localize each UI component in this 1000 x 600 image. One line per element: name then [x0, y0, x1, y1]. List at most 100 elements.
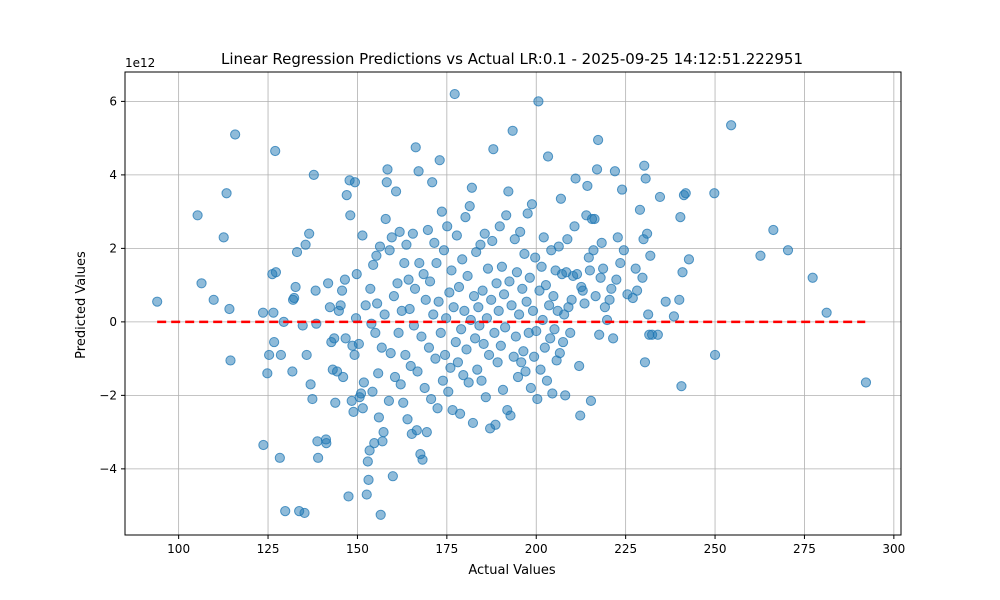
scatter-point — [218, 232, 229, 243]
scatter-point — [527, 305, 539, 316]
scatter-point — [367, 386, 378, 397]
scatter-point — [453, 281, 465, 293]
scatter-point — [376, 342, 387, 353]
scatter-point — [401, 239, 412, 250]
scatter-point — [488, 144, 499, 155]
scatter-point — [264, 349, 275, 361]
scatter-point — [439, 349, 451, 361]
scatter-point — [419, 382, 430, 394]
scatter-point — [304, 228, 315, 239]
scatter-point — [594, 329, 605, 340]
scatter-point — [611, 274, 622, 285]
scatter-point — [537, 314, 548, 326]
y-tick-label: −2 — [99, 388, 117, 402]
scatter-point — [460, 212, 471, 223]
scatter-point — [709, 188, 720, 199]
scatter-point — [269, 336, 280, 348]
scatter-point — [345, 210, 356, 221]
chart-title: Linear Regression Predictions vs Actual … — [221, 50, 803, 68]
x-tick-label: 275 — [793, 542, 816, 556]
scatter-point — [508, 351, 519, 362]
x-tick-label: 200 — [525, 542, 548, 556]
scatter-point — [518, 346, 529, 357]
scatter-point — [483, 349, 495, 361]
scatter-point — [566, 294, 577, 305]
scatter-point — [351, 269, 362, 280]
scatter-point — [388, 291, 400, 302]
scatter-point — [431, 257, 442, 269]
scatter-point — [270, 145, 281, 157]
scatter-point — [380, 213, 391, 225]
scatter-point — [588, 245, 599, 256]
scatter-point — [476, 375, 487, 386]
x-axis-label: Actual Values — [468, 563, 556, 578]
scatter-point — [357, 230, 368, 241]
scatter-point — [208, 294, 219, 305]
scatter-point — [257, 307, 269, 318]
scatter-point — [423, 342, 435, 353]
scatter-point — [422, 224, 433, 236]
scatter-point — [677, 267, 688, 278]
scatter-point — [369, 438, 380, 449]
scatter-point — [495, 340, 506, 351]
scatter-point — [312, 436, 323, 447]
scatter-point — [606, 283, 617, 294]
scatter-point — [465, 314, 476, 326]
scatter-point — [473, 302, 484, 313]
scatter-point — [373, 412, 384, 423]
x-tick-label: 150 — [346, 542, 369, 556]
scatter-point — [299, 507, 310, 519]
scatter-point — [755, 250, 766, 261]
scatter-point — [468, 291, 480, 302]
scatter-point — [630, 263, 641, 274]
grid-lines — [125, 72, 901, 535]
scatter-point — [654, 191, 666, 203]
scatter-point — [512, 371, 524, 383]
scatter-point — [645, 250, 656, 261]
scatter-point — [438, 245, 450, 256]
scatter-point — [221, 188, 232, 199]
scatter-point — [268, 307, 279, 318]
scatter-point — [462, 270, 473, 282]
scatter-point — [544, 300, 555, 311]
scatter-point — [490, 419, 501, 430]
scatter-point — [336, 285, 348, 296]
scatter-point — [449, 88, 460, 100]
scatter-point — [557, 336, 569, 348]
scatter-point — [270, 267, 282, 278]
scatter-point — [807, 272, 818, 283]
scatter-point — [522, 208, 533, 219]
scatter-point — [726, 120, 737, 131]
scatter-point — [362, 456, 373, 467]
scatter-point — [569, 221, 580, 232]
scatter-point — [652, 329, 663, 340]
scatter-point — [562, 234, 573, 245]
scatter-point — [445, 362, 456, 373]
scatter-point — [469, 333, 481, 344]
scatter-point — [616, 184, 628, 195]
scatter-point — [472, 364, 483, 375]
scatter-point — [494, 221, 505, 232]
scatter-point — [152, 296, 163, 307]
scatter-point — [421, 427, 432, 438]
scatter-point — [400, 349, 411, 361]
x-tick-label: 100 — [167, 542, 190, 556]
scatter-point — [505, 410, 516, 421]
scatter-point — [358, 377, 369, 388]
scatter-point — [414, 257, 425, 269]
scatter-point — [428, 309, 439, 320]
scatter-point — [642, 228, 653, 239]
scatter-point — [446, 265, 457, 276]
scatter-point — [341, 189, 352, 201]
scatter-point — [604, 294, 615, 305]
scatter-point — [389, 371, 401, 383]
scatter-point — [379, 309, 390, 320]
scatter-point — [598, 263, 609, 274]
scatter-point — [549, 324, 560, 335]
scatter-point — [637, 272, 648, 283]
scatter-point — [601, 314, 613, 326]
scatter-point — [486, 294, 497, 305]
scatter-point — [426, 393, 437, 405]
scatter-point — [434, 155, 445, 166]
scatter-point — [547, 388, 558, 399]
